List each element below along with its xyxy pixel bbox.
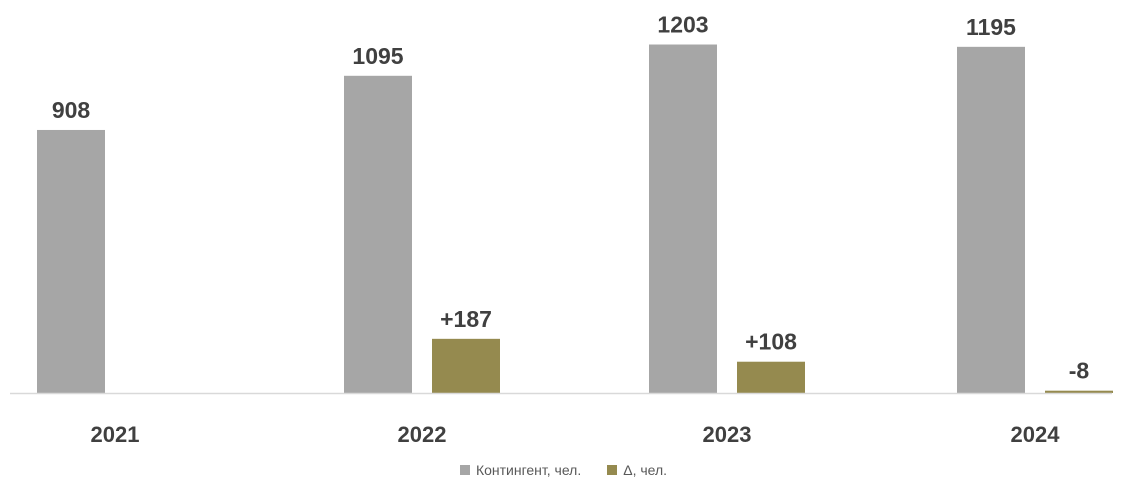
data-label-delta-2024: -8	[1069, 358, 1090, 384]
legend-swatch-contingent	[459, 465, 470, 475]
bar-contingent-2022	[344, 75, 412, 394]
bar-delta-2023	[737, 361, 805, 393]
legend: Контингент, чел. Δ, чел.	[0, 462, 1127, 478]
legend-swatch-delta	[607, 465, 618, 475]
legend-label-contingent: Контингент, чел.	[475, 462, 582, 478]
data-label-contingent-2024: 1195	[966, 14, 1016, 40]
x-tick-label-2021: 2021	[91, 422, 140, 447]
x-tick-label-2023: 2023	[703, 422, 752, 447]
x-tick-label-2024: 2024	[1011, 422, 1061, 447]
bar-chart: 908 1095 1203 1195 +187 +108 -8 2021 2022 2023 202…	[10, 12, 1113, 447]
bar-delta-2024	[1045, 390, 1113, 393]
data-label-contingent-2023: 1203	[657, 12, 708, 38]
bar-delta-2022	[432, 338, 500, 393]
data-label-contingent-2021: 908	[52, 97, 91, 123]
bar-contingent-2021	[37, 129, 105, 393]
data-label-delta-2022: +187	[440, 306, 492, 332]
legend-label-delta: Δ, чел.	[623, 462, 668, 478]
bar-contingent-2023	[649, 44, 717, 394]
bar-contingent-2024	[957, 46, 1025, 393]
legend-item-contingent: Контингент, чел.	[459, 462, 582, 478]
data-label-contingent-2022: 1095	[352, 43, 403, 69]
legend-item-delta: Δ, чел.	[607, 462, 667, 478]
x-tick-label-2022: 2022	[398, 422, 447, 447]
data-label-delta-2023: +108	[745, 329, 797, 355]
